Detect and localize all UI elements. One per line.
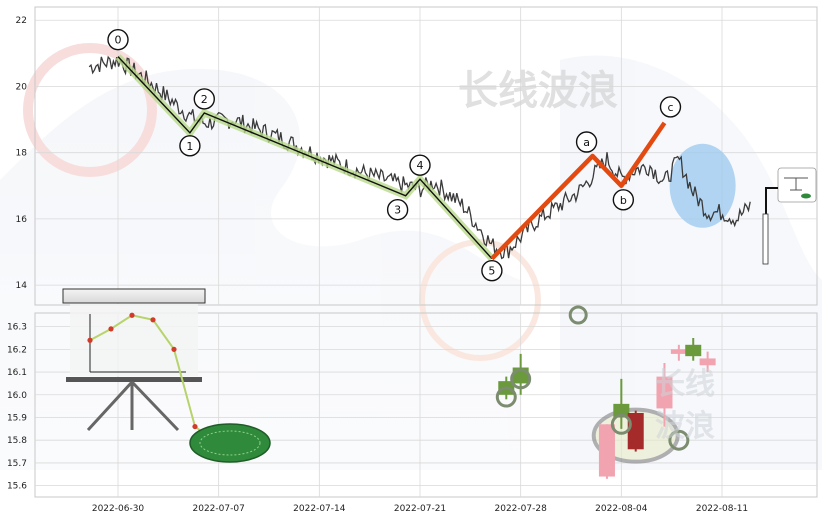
price-panel-frame (34, 6, 818, 306)
x-tick-label: 2022-07-07 (193, 504, 245, 514)
price-y-tick-label: 16 (16, 215, 28, 225)
callout-icon (784, 177, 808, 191)
wave-label-circle (409, 154, 431, 176)
watermark-text: 长线波浪 (458, 68, 618, 114)
wave-label: 1 (186, 140, 193, 153)
wave-label: 3 (394, 204, 401, 217)
candle-y-tick-label: 15.8 (7, 436, 27, 446)
wave-label-circle (612, 189, 635, 211)
inset-line-point (150, 317, 156, 323)
candle-body (670, 349, 687, 354)
wave-label: 2 (201, 93, 208, 106)
highlight-ellipse (669, 143, 736, 228)
callout-box (777, 167, 817, 203)
wave-label: 0 (115, 34, 122, 47)
wave-label: c (667, 101, 673, 114)
wave-label-circle (386, 199, 409, 221)
candle-body (699, 358, 716, 366)
green-disc-pattern (199, 430, 261, 456)
x-tick-label: 2022-08-11 (696, 504, 748, 514)
inset-line-point (171, 346, 177, 352)
price-y-tick-label: 14 (16, 281, 28, 291)
inset-line-point (192, 423, 198, 430)
corrective-wave-line (490, 121, 667, 261)
wave-label-circle (659, 96, 682, 118)
green-disc-icon (189, 423, 271, 463)
candle-ring-marker (510, 368, 532, 390)
x-tick-label: 2022-07-28 (495, 504, 548, 514)
x-tick-label: 2022-08-04 (595, 504, 648, 514)
candle-panel-frame (34, 312, 818, 498)
wave-label-circle (575, 131, 598, 153)
candle-body (598, 424, 615, 477)
wave-label-circle (193, 88, 215, 110)
easel-legs (86, 380, 180, 432)
x-tick-label: 2022-07-21 (394, 504, 446, 514)
wave-label: 4 (417, 159, 424, 172)
candle-body (656, 376, 673, 409)
candle-y-tick-label: 16.1 (7, 368, 27, 378)
inset-easel-illustration (62, 288, 271, 463)
wave-label: 5 (488, 265, 495, 278)
wave-label: b (620, 194, 627, 207)
candle-ring-marker (668, 429, 690, 451)
candle-body (627, 412, 644, 450)
callout-dot-icon (801, 193, 811, 199)
impulse-wave-line (117, 56, 493, 260)
x-tick-label: 2022-06-30 (92, 504, 145, 514)
pointer-bracket (765, 187, 778, 214)
inset-line-point (87, 337, 93, 343)
wave-label-circle (481, 259, 503, 282)
wave-label-circle (107, 28, 129, 51)
candle-y-tick-label: 15.9 (7, 413, 27, 423)
candle-body (685, 344, 702, 357)
candle-ring-marker (495, 386, 517, 408)
candle-y-tick-label: 15.6 (7, 482, 27, 492)
inset-axes (89, 314, 186, 373)
candle-body (613, 403, 630, 418)
candle-y-tick-label: 15.7 (7, 459, 27, 469)
background-wave-art (0, 43, 822, 471)
wave-label-circle (179, 135, 201, 157)
price-y-tick-label: 18 (16, 149, 28, 159)
easel-ledge (66, 377, 202, 382)
inset-line-point (108, 326, 114, 332)
candle-ring-marker-clipped (568, 305, 588, 325)
watermark-text-small-2: 波浪 (655, 409, 715, 444)
candle-panel: 15.6 15.7 15.8 15.9 16.0 16.1 16.2 16.3 2022-06-… (7, 288, 818, 514)
pointer-bar (762, 213, 769, 265)
candle-y-tick-label: 16.2 (7, 345, 27, 355)
easel-top-bar (62, 288, 206, 304)
candle-ring-marker (610, 413, 632, 435)
wave-label: a (583, 136, 590, 149)
candle-y-tick-label: 16.0 (7, 391, 27, 401)
candle-y-tick-label: 16.3 (7, 323, 27, 333)
price-y-tick-label: 22 (16, 16, 27, 26)
price-panel: 14 16 18 20 22 0 1 2 3 4 5 a b c (16, 6, 818, 306)
x-tick-label: 2022-07-14 (293, 504, 346, 514)
price-y-tick-label: 20 (16, 82, 28, 92)
watermark-text-small-1: 长线 (655, 367, 715, 402)
inset-line-point (129, 312, 135, 318)
